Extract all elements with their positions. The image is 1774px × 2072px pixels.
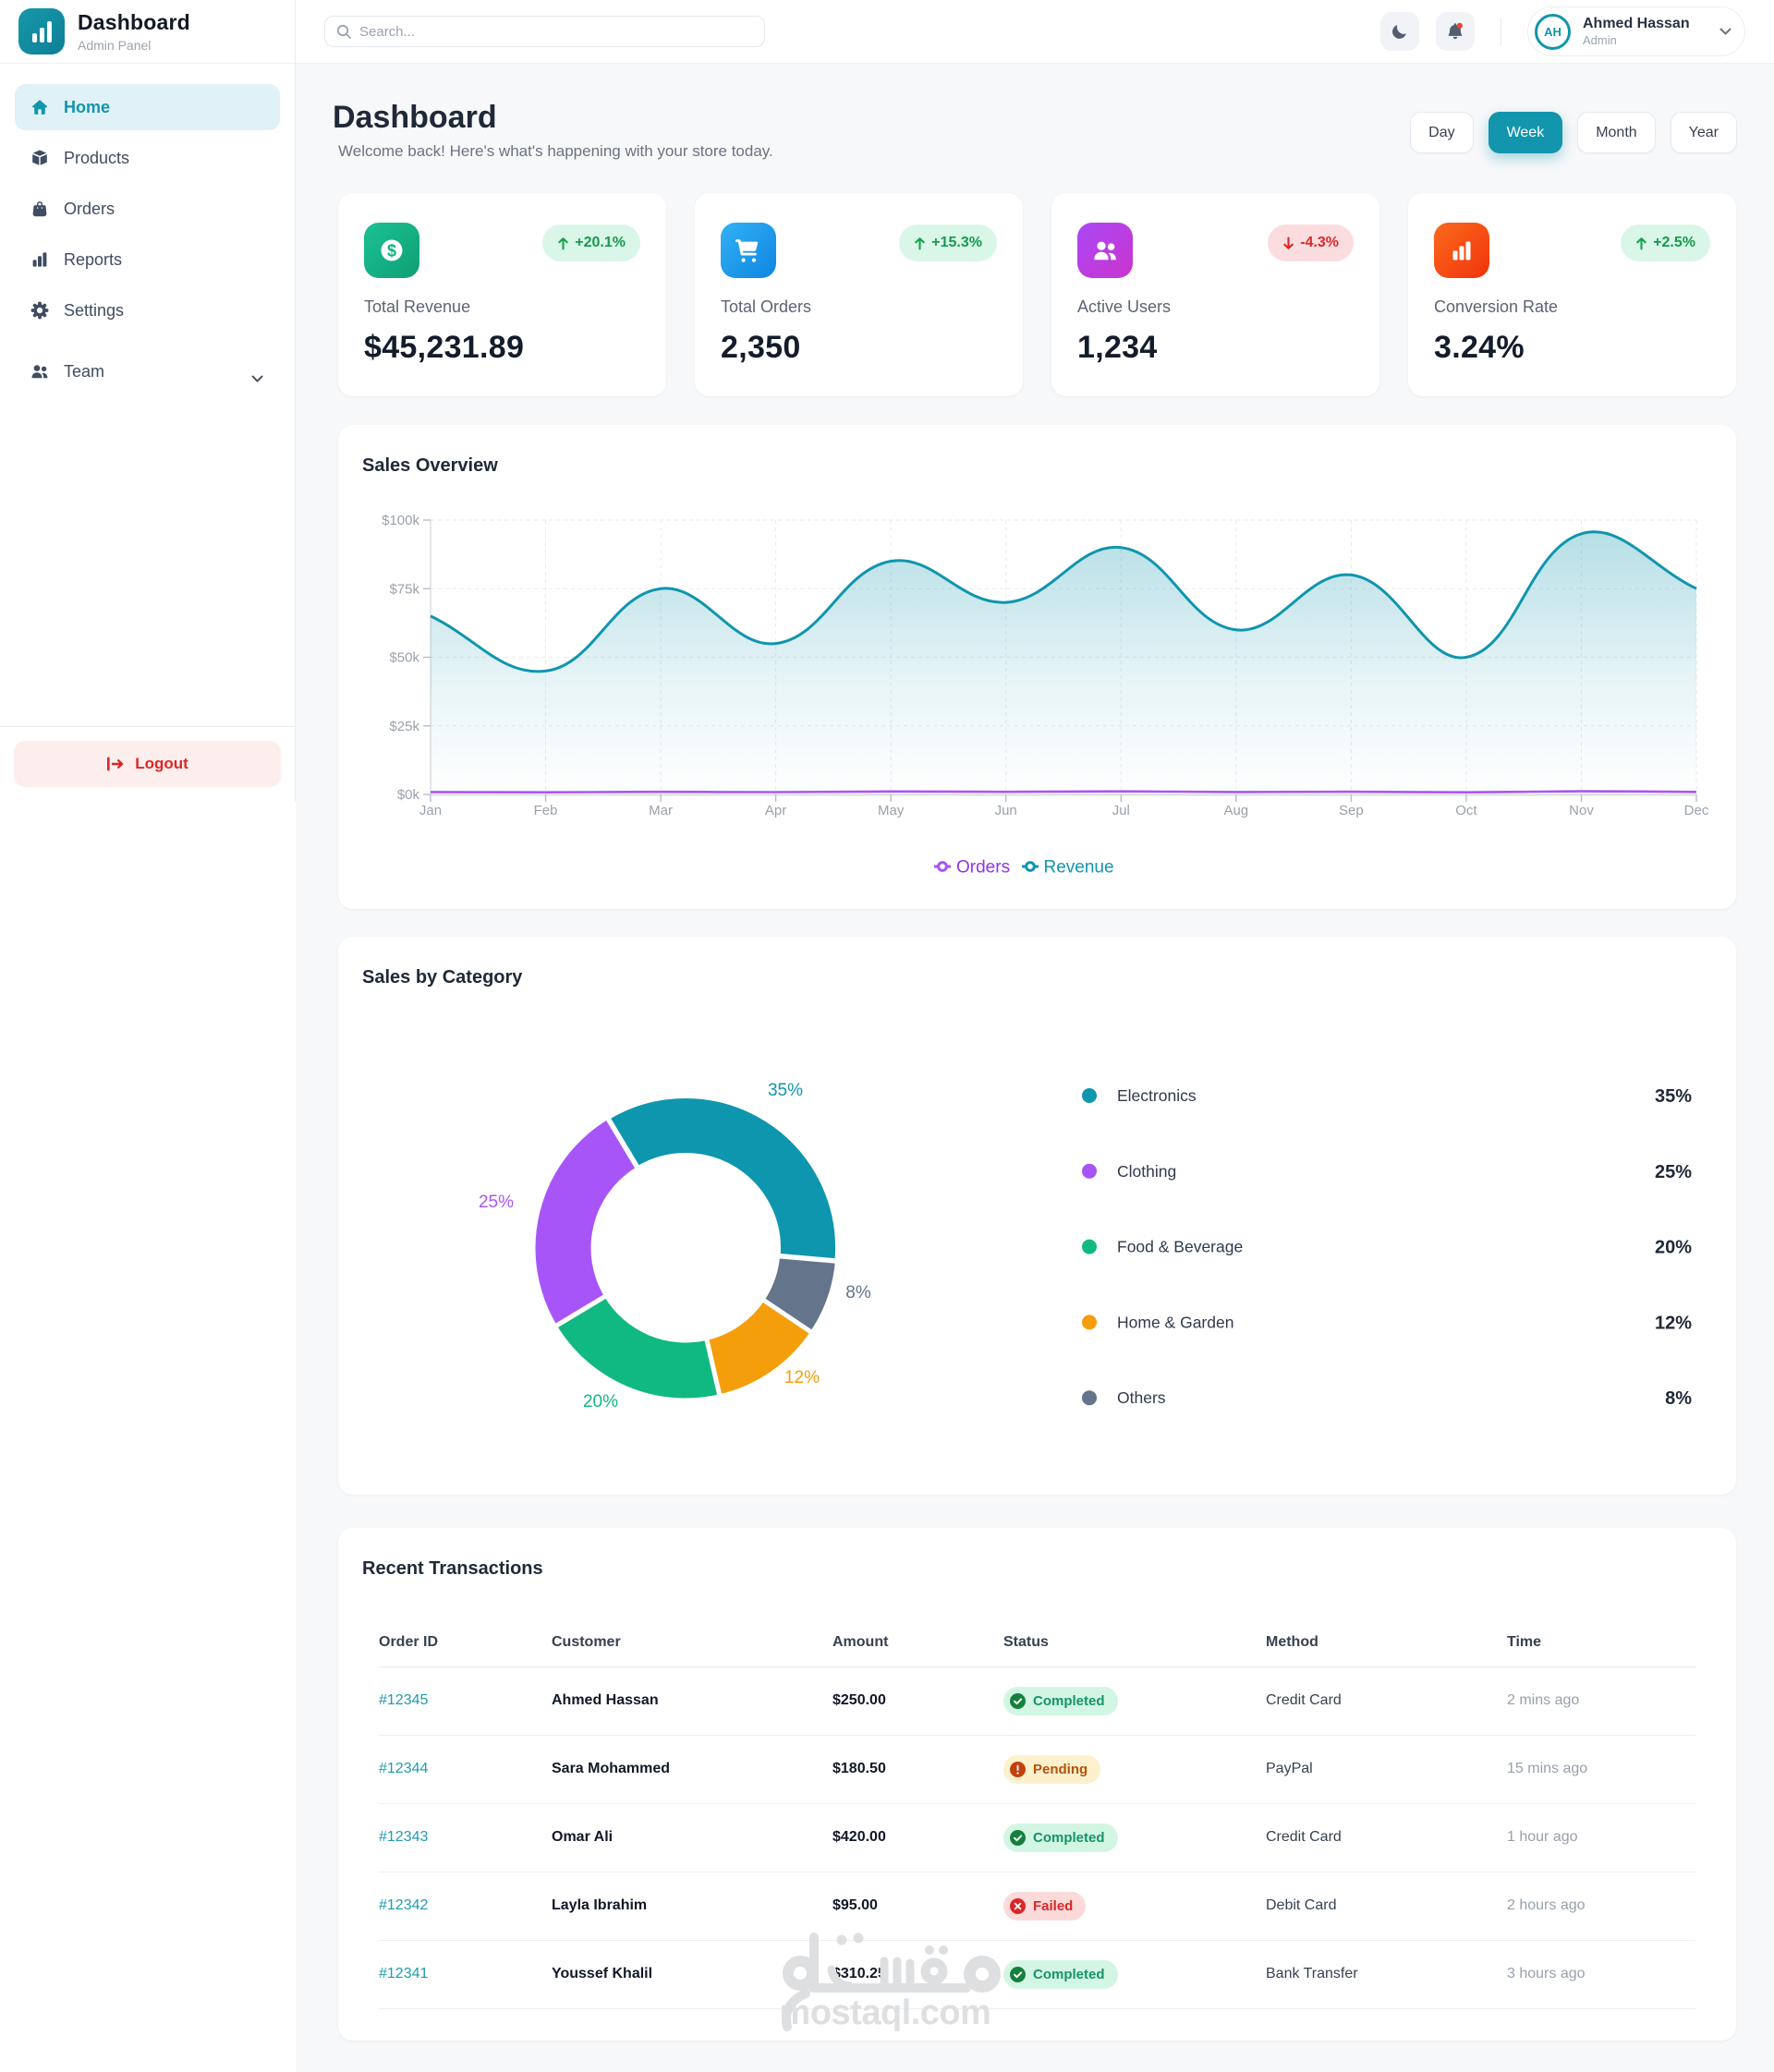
svg-text:20%: 20% <box>583 1392 618 1412</box>
svg-text:$25k: $25k <box>389 719 419 734</box>
svg-text:Electronics: Electronics <box>1117 1086 1197 1105</box>
svg-text:Feb: Feb <box>534 803 558 818</box>
svg-text:Nov: Nov <box>1569 803 1594 818</box>
svg-text:$75k: $75k <box>389 581 419 597</box>
svg-text:Oct: Oct <box>1455 803 1477 818</box>
svg-text:12%: 12% <box>1655 1313 1692 1333</box>
svg-text:Jun: Jun <box>995 803 1017 818</box>
svg-text:$: $ <box>387 241 396 260</box>
svg-text:Apr: Apr <box>765 803 786 818</box>
svg-text:Jan: Jan <box>419 803 442 818</box>
svg-text:12%: 12% <box>784 1368 820 1387</box>
svg-text:$100k: $100k <box>382 513 419 528</box>
svg-text:Food & Beverage: Food & Beverage <box>1117 1238 1243 1256</box>
svg-text:Orders: Orders <box>956 858 1010 878</box>
svg-text:Revenue: Revenue <box>1044 858 1114 878</box>
svg-text:8%: 8% <box>845 1283 871 1303</box>
svg-text:Others: Others <box>1117 1388 1166 1407</box>
svg-text:Mar: Mar <box>649 803 673 818</box>
svg-text:25%: 25% <box>1655 1162 1692 1182</box>
svg-text:35%: 35% <box>768 1081 803 1100</box>
svg-text:25%: 25% <box>479 1193 514 1212</box>
svg-text:8%: 8% <box>1665 1388 1692 1409</box>
svg-text:May: May <box>878 803 905 818</box>
svg-text:Jul: Jul <box>1112 803 1130 818</box>
svg-text:20%: 20% <box>1655 1238 1692 1258</box>
svg-text:$50k: $50k <box>389 650 419 666</box>
svg-text:Dec: Dec <box>1684 803 1709 818</box>
svg-text:Aug: Aug <box>1223 803 1248 818</box>
svg-text:Clothing: Clothing <box>1117 1162 1176 1181</box>
svg-text:Sep: Sep <box>1339 803 1364 818</box>
svg-text:$0k: $0k <box>397 787 420 803</box>
svg-text:35%: 35% <box>1655 1086 1692 1107</box>
svg-text:Home & Garden: Home & Garden <box>1117 1313 1233 1331</box>
